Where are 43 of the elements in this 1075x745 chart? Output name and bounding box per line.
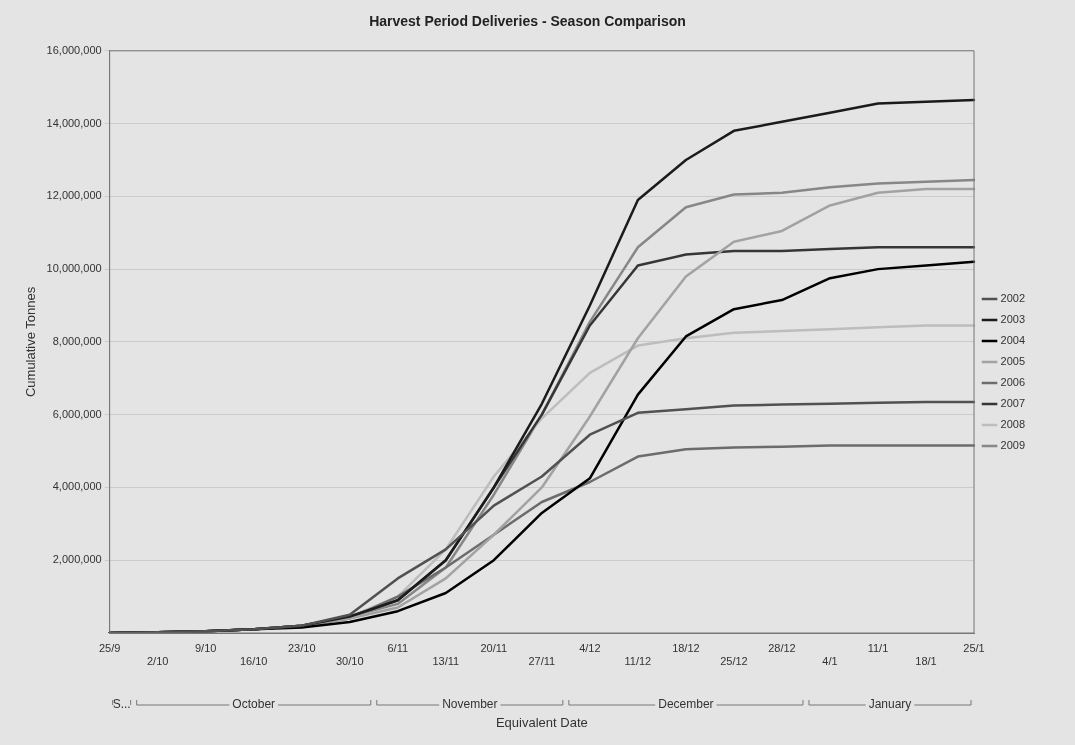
x-tick-label: 30/10 — [335, 654, 364, 667]
text: S... — [112, 697, 131, 712]
x-tick-label: 2/10 — [146, 654, 169, 667]
y-tick-label: 16,000,000 — [46, 43, 102, 56]
y-tick-label: 12,000,000 — [46, 189, 102, 202]
x-tick-label: 18/1 — [915, 654, 937, 667]
x-tick-label: 20/11 — [480, 641, 508, 654]
legend-label: 2005 — [1000, 355, 1026, 368]
x-tick-label: 6/11 — [387, 641, 409, 654]
x-tick-label: 27/11 — [528, 654, 556, 667]
x-tick-label: 4/1 — [822, 654, 838, 667]
x-tick-label: 23/10 — [287, 641, 316, 654]
text: November — [442, 697, 498, 712]
y-tick-label: 10,000,000 — [46, 262, 102, 275]
legend-label: 2008 — [1000, 418, 1026, 431]
x-tick-label: 4/12 — [579, 641, 601, 654]
legend-label: 2002 — [1000, 292, 1026, 305]
x-tick-label: 13/11 — [432, 654, 460, 667]
x-tick-label: 11/12 — [624, 654, 652, 667]
x-tick-label: 25/12 — [720, 654, 748, 667]
x-tick-label: 9/10 — [194, 641, 217, 654]
x-tick-label: 16/10 — [239, 654, 268, 667]
text: January — [868, 697, 912, 712]
legend-label: 2004 — [1000, 334, 1026, 347]
y-axis-title: Cumulative Tonnes — [23, 286, 39, 398]
y-tick-label: 2,000,000 — [52, 553, 102, 566]
x-tick-label: 25/1 — [963, 641, 985, 654]
y-tick-label: 6,000,000 — [52, 407, 102, 420]
text: December — [658, 697, 714, 712]
x-tick-label: 18/12 — [672, 641, 700, 654]
text: October — [232, 697, 276, 712]
x-tick-label: 11/1 — [867, 641, 889, 654]
y-tick-label: 14,000,000 — [46, 116, 102, 129]
legend-label: 2009 — [1000, 439, 1026, 452]
y-tick-label: 4,000,000 — [52, 480, 102, 493]
legend-label: 2006 — [1000, 376, 1026, 389]
legend-label: 2007 — [1000, 397, 1026, 410]
x-tick-label: 25/9 — [98, 641, 121, 654]
x-axis-title: Equivalent Date — [495, 714, 588, 730]
x-tick-label: 28/12 — [768, 641, 796, 654]
legend-label: 2003 — [1000, 313, 1026, 326]
y-tick-label: 8,000,000 — [52, 334, 102, 347]
chart-title: Harvest Period Deliveries - Season Comparison — [369, 13, 686, 30]
